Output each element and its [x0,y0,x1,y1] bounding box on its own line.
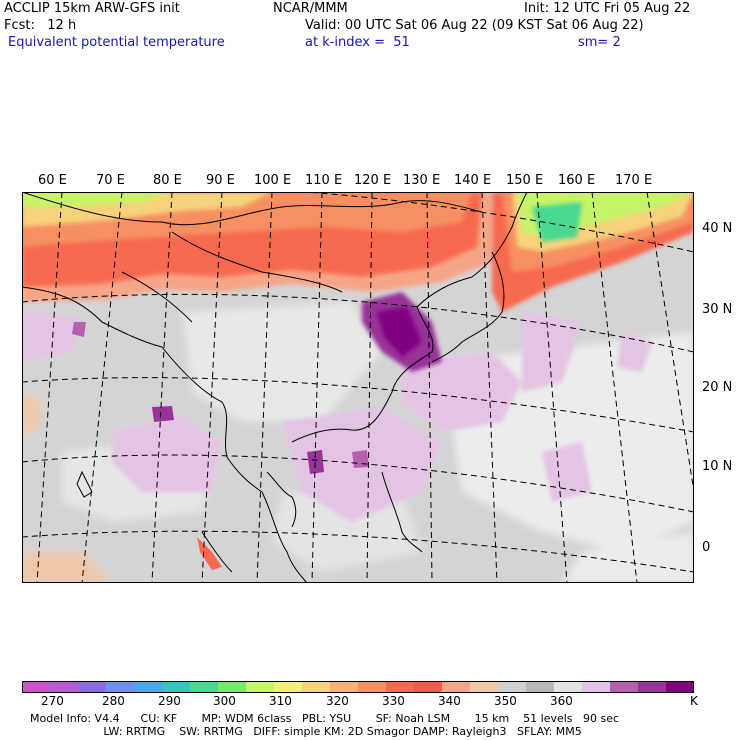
colorbar-swatch [666,681,694,693]
colorbar-swatch [22,681,51,693]
colorbar-swatch [330,681,359,693]
org-label: NCAR/MMM [273,1,348,16]
lon-label: 110 E [305,173,343,188]
model-info-line2: LW: RRTMG SW: RRTMG DIFF: simple KM: 2D … [30,725,582,738]
forecast-hour: Fcst: 12 h [4,18,77,33]
level-index: at k-index = 51 [305,35,410,50]
lon-label: 80 E [153,173,182,188]
colorbar-swatch [554,681,583,693]
colorbar-tick-label: 350 [494,694,517,708]
colorbar-swatch [498,681,527,693]
colorbar-tick-label: 310 [269,694,292,708]
colorbar-swatch [470,681,499,693]
colorbar-tick-label: 360 [550,694,573,708]
lat-label: 10 N [702,459,733,474]
graticule [22,192,694,583]
colorbar-tick-label: 330 [382,694,405,708]
lon-label: 140 E [454,173,492,188]
colorbar-tick-label: 300 [213,694,236,708]
colorbar [22,681,694,693]
colorbar-tick-label: 320 [326,694,349,708]
light-gray-areas [62,302,694,583]
model-title: ACCLIP 15km ARW-GFS init [4,1,180,16]
colorbar-swatch [218,681,247,693]
lon-label: 170 E [615,173,653,188]
colorbar-swatch [302,681,331,693]
colorbar-swatch [190,681,219,693]
colorbar-swatch [386,681,415,693]
colorbar-tick-label: 340 [438,694,461,708]
init-time: Init: 12 UTC Fri 05 Aug 22 [524,1,691,16]
lat-label: 0 [702,540,711,555]
colorbar-swatch [162,681,191,693]
colorbar-swatch [50,681,79,693]
sumatra-warm [197,537,222,570]
colorbar-tick-label: 280 [102,694,125,708]
colorbar-unit: K [690,694,698,708]
colorbar-swatch [134,681,163,693]
warm-band [22,192,694,312]
lon-label: 120 E [354,173,392,188]
lon-label: 90 E [206,173,235,188]
colorbar-swatch [414,681,443,693]
theta-e-map [22,192,694,583]
colorbar-swatch [442,681,471,693]
map-frame [22,192,694,583]
field-name: Equivalent potential temperature [8,35,225,50]
lon-label: 150 E [506,173,544,188]
valid-time: Valid: 00 UTC Sat 06 Aug 22 (09 KST Sat … [305,18,644,33]
model-info-line1: Model Info: V4.4 CU: KF MP: WDM 6class P… [30,712,620,725]
smoothing-label: sm= 2 [578,35,621,50]
lat-label: 30 N [702,302,733,317]
lon-label: 130 E [403,173,441,188]
colorbar-swatch [246,681,275,693]
colorbar-swatch [610,681,639,693]
colorbar-swatch [526,681,555,693]
lon-label: 160 E [558,173,596,188]
colorbar-swatch [274,681,303,693]
colorbar-swatch [638,681,667,693]
lat-label: 20 N [702,380,733,395]
lon-label: 100 E [254,173,292,188]
lon-label: 60 E [38,173,67,188]
colorbar-tick-label: 270 [41,694,64,708]
colorbar-frame [22,681,694,693]
colorbar-swatch [78,681,107,693]
lat-label: 40 N [702,221,733,236]
lon-label: 70 E [96,173,125,188]
colorbar-swatch [106,681,135,693]
colorbar-tick-label: 290 [158,694,181,708]
coastlines [22,192,528,583]
peach-areas [22,392,112,583]
colorbar-swatch [582,681,611,693]
colorbar-swatch [358,681,387,693]
